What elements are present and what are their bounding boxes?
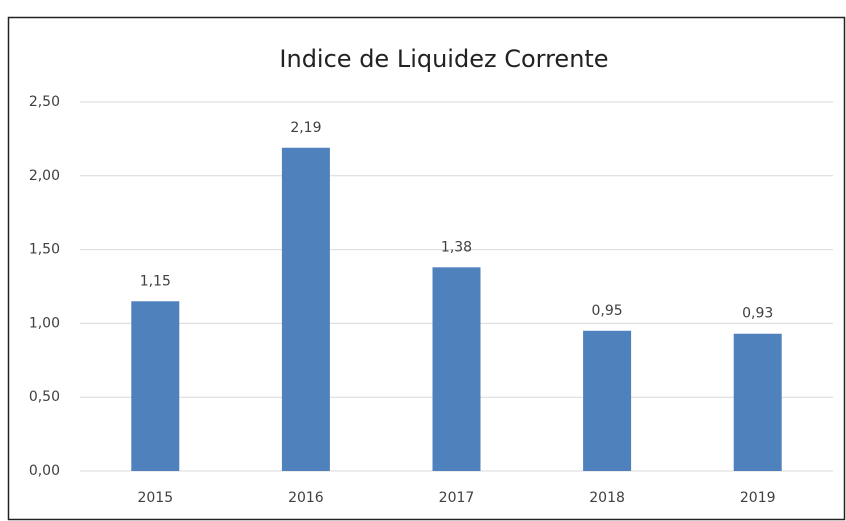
y-tick-label: 0,00 xyxy=(29,463,60,479)
data-label: 1,38 xyxy=(441,239,472,255)
x-tick-label: 2015 xyxy=(137,490,173,506)
bar xyxy=(583,330,632,471)
x-tick-label: 2019 xyxy=(740,490,776,506)
data-label: 1,15 xyxy=(140,273,171,289)
bar xyxy=(131,301,180,471)
x-tick-label: 2016 xyxy=(288,490,324,506)
data-label: 0,93 xyxy=(742,306,773,322)
y-tick-label: 1,00 xyxy=(29,315,60,331)
chart-title: Indice de Liquidez Corrente xyxy=(279,45,608,73)
data-label: 2,19 xyxy=(290,120,321,136)
y-tick-label: 0,50 xyxy=(29,389,60,405)
x-tick-label: 2018 xyxy=(589,490,625,506)
y-tick-label: 2,50 xyxy=(29,94,60,110)
bar xyxy=(281,147,330,472)
y-tick-label: 1,50 xyxy=(29,242,60,258)
data-label: 0,95 xyxy=(592,303,623,319)
y-tick-label: 2,00 xyxy=(29,168,60,184)
bar xyxy=(733,333,782,471)
bar xyxy=(432,267,481,471)
x-tick-label: 2017 xyxy=(439,490,475,506)
